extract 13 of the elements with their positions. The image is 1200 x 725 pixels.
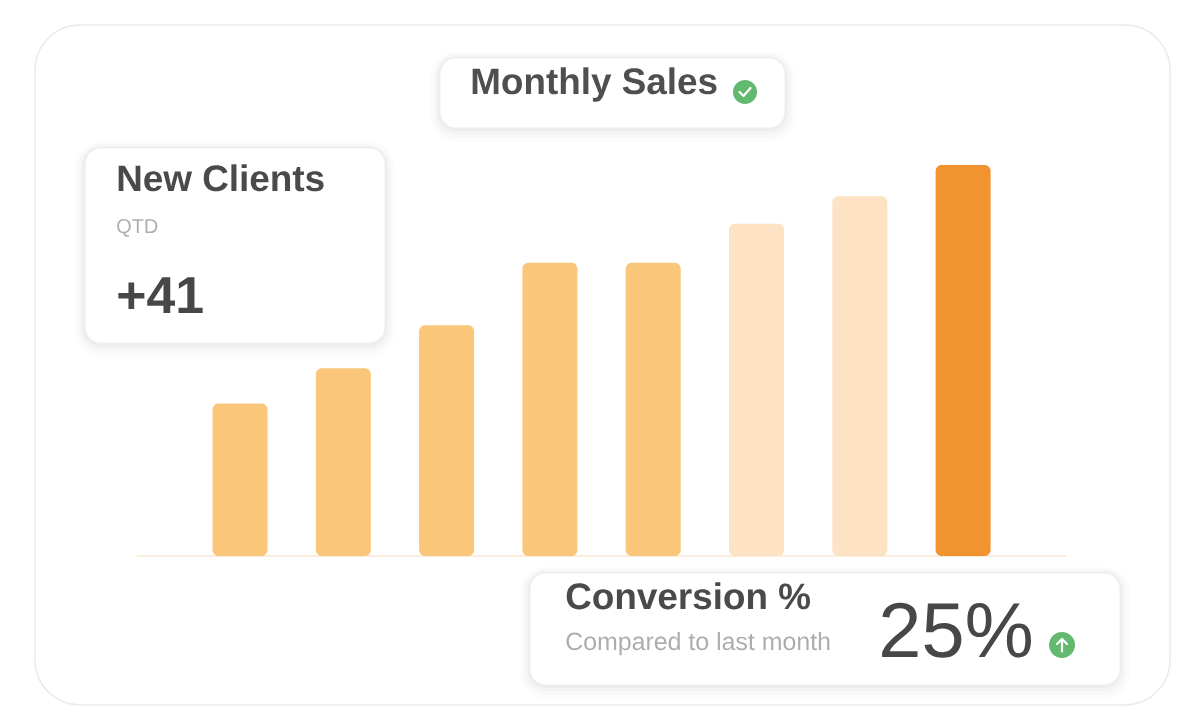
text: QTD (117, 219, 158, 237)
bar (212, 403, 268, 556)
bar (625, 262, 681, 556)
text: New Clients (118, 164, 324, 192)
text: Conversion % (566, 582, 810, 610)
bar (935, 164, 991, 556)
text: 25% (882, 602, 1031, 658)
bar (419, 325, 475, 556)
text: Compared to last month (566, 631, 830, 656)
bar (315, 368, 371, 556)
annotation: +41 (118, 277, 203, 313)
bar (522, 262, 578, 556)
chart-title: Monthly Sales (472, 67, 717, 102)
